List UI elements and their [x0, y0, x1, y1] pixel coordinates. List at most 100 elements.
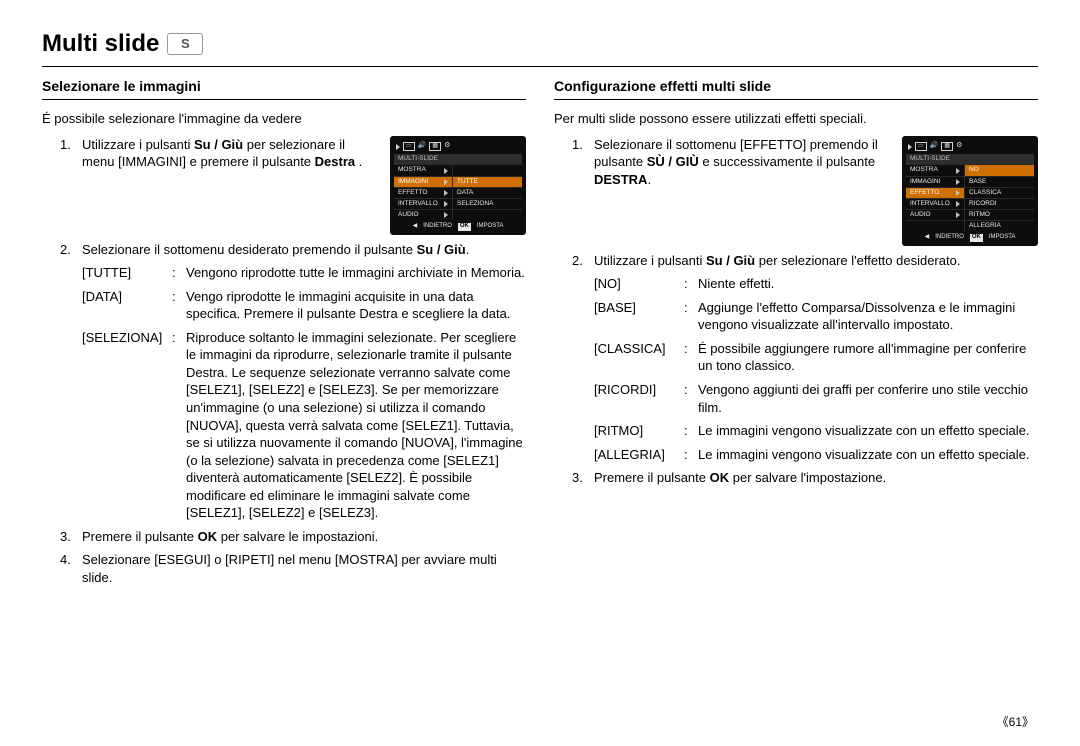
- lcd-menu-value: SELEZIONA: [452, 198, 522, 209]
- lcd-row: MOSTRANO: [906, 164, 1034, 175]
- page-title-text: Multi slide: [42, 28, 159, 60]
- lcd-menu-value: RITMO: [964, 209, 1034, 220]
- right-step3: Premere il pulsante OK per salvare l'imp…: [594, 469, 1038, 487]
- definition-key: [SELEZIONA]: [82, 329, 168, 522]
- lcd-icons: ▭ 🔊 ▦ ⚙: [394, 140, 522, 155]
- definition-row: [DATA]:Vengo riprodotte le immagini acqu…: [82, 288, 526, 323]
- left-step4: Selezionare [ESEGUI] o [RIPETI] nel menu…: [82, 551, 526, 586]
- play-icon: [396, 144, 400, 150]
- right-column: Configurazione effetti multi slide Per m…: [554, 77, 1038, 592]
- lcd-section: MULTI-SLIDE: [906, 154, 1034, 164]
- definition-value: É possibile aggiungere rumore all'immagi…: [698, 340, 1038, 375]
- left-column: Selezionare le immagini É possibile sele…: [42, 77, 526, 592]
- definition-key: [CLASSICA]: [594, 340, 680, 375]
- definition-value: Vengono aggiunti dei graffi per conferir…: [698, 381, 1038, 416]
- sound-icon: 🔊: [930, 142, 939, 151]
- lcd-row: IMMAGINIBASE: [906, 176, 1034, 187]
- grid-icon: ▦: [941, 142, 953, 152]
- list-number: 1.: [60, 136, 71, 154]
- lcd-section: MULTI-SLIDE: [394, 154, 522, 164]
- definition-row: [ALLEGRIA]:Le immagini vengono visualizz…: [594, 446, 1038, 464]
- page-number: 《61》: [997, 714, 1034, 730]
- list-number: 2.: [572, 252, 583, 270]
- definition-key: [DATA]: [82, 288, 168, 323]
- definition-value: Le immagini vengono visualizzate con un …: [698, 446, 1038, 464]
- definition-key: [RICORDI]: [594, 381, 680, 416]
- definition-value: Vengo riprodotte le immagini acquisite i…: [186, 288, 526, 323]
- lcd-menu-label: INTERVALLO: [906, 198, 964, 209]
- definition-sep: :: [684, 446, 694, 464]
- definition-key: [BASE]: [594, 299, 680, 334]
- definition-sep: :: [172, 264, 182, 282]
- definition-row: [BASE]:Aggiunge l'effetto Comparsa/Disso…: [594, 299, 1038, 334]
- lcd-menu-label: AUDIO: [394, 209, 452, 220]
- list-number: 3.: [60, 528, 71, 546]
- lcd-menu-value: ALLEGRIA: [964, 220, 1034, 231]
- definition-key: [RITMO]: [594, 422, 680, 440]
- lcd-row: EFFETTODATA: [394, 187, 522, 198]
- lcd-menu-value: [452, 164, 522, 175]
- definition-value: Vengono riprodotte tutte le immagini arc…: [186, 264, 526, 282]
- left-heading: Selezionare le immagini: [42, 77, 526, 100]
- definition-sep: :: [172, 329, 182, 522]
- list-number: 2.: [60, 241, 71, 259]
- lcd-menu-label: IMMAGINI: [906, 176, 964, 187]
- gear-icon: ⚙: [444, 142, 450, 151]
- camera-lcd-left: ▭ 🔊 ▦ ⚙ MULTI-SLIDE MOSTRAIMMAGINITUTTEE…: [390, 136, 526, 235]
- definition-key: [NO]: [594, 275, 680, 293]
- definition-sep: :: [684, 275, 694, 293]
- definition-sep: :: [684, 381, 694, 416]
- lcd-row: EFFETTOCLASSICA: [906, 187, 1034, 198]
- lcd-row: AUDIORITMO: [906, 209, 1034, 220]
- lcd-menu-label: EFFETTO: [906, 187, 964, 198]
- lcd-menu-value: BASE: [964, 176, 1034, 187]
- definition-row: [RICORDI]:Vengono aggiunti dei graffi pe…: [594, 381, 1038, 416]
- definition-sep: :: [684, 299, 694, 334]
- left-step1: Utilizzare i pulsanti Su / Giù per selez…: [82, 136, 380, 171]
- left-intro: É possibile selezionare l'immagine da ve…: [42, 110, 526, 128]
- lcd-menu-label: [906, 220, 964, 231]
- list-number: 1.: [572, 136, 583, 154]
- sound-icon: 🔊: [418, 142, 427, 151]
- lcd-menu-value: RICORDI: [964, 198, 1034, 209]
- lcd-menu-label: AUDIO: [906, 209, 964, 220]
- play-icon: [908, 144, 912, 150]
- lcd-menu-value: NO: [964, 164, 1034, 175]
- lcd-footer: ◀INDIETRO OKIMPOSTA: [394, 223, 522, 231]
- title-badge: S: [167, 33, 203, 55]
- lcd-row: IMMAGINITUTTE: [394, 176, 522, 187]
- lcd-menu-value: [452, 209, 522, 220]
- lcd-icons: ▭ 🔊 ▦ ⚙: [906, 140, 1034, 155]
- definition-row: [RITMO]:Le immagini vengono visualizzate…: [594, 422, 1038, 440]
- lcd-row: AUDIO: [394, 209, 522, 220]
- camera-lcd-right: ▭ 🔊 ▦ ⚙ MULTI-SLIDE MOSTRANOIMMAGINIBASE…: [902, 136, 1038, 246]
- definition-row: [CLASSICA]:É possibile aggiungere rumore…: [594, 340, 1038, 375]
- grid-icon: ▦: [429, 142, 441, 152]
- right-heading: Configurazione effetti multi slide: [554, 77, 1038, 100]
- list-number: 4.: [60, 551, 71, 569]
- definition-row: [NO]:Niente effetti.: [594, 275, 1038, 293]
- right-intro: Per multi slide possono essere utilizzat…: [554, 110, 1038, 128]
- lcd-menu-label: MOSTRA: [906, 164, 964, 175]
- lcd-menu-label: EFFETTO: [394, 187, 452, 198]
- gear-icon: ⚙: [956, 142, 962, 151]
- definition-value: Le immagini vengono visualizzate con un …: [698, 422, 1038, 440]
- definition-key: [ALLEGRIA]: [594, 446, 680, 464]
- lcd-menu-value: DATA: [452, 187, 522, 198]
- definition-sep: :: [172, 288, 182, 323]
- definition-row: [TUTTE]:Vengono riprodotte tutte le imma…: [82, 264, 526, 282]
- lcd-menu-label: INTERVALLO: [394, 198, 452, 209]
- lcd-menu-value: CLASSICA: [964, 187, 1034, 198]
- definition-value: Aggiunge l'effetto Comparsa/Dissolvenza …: [698, 299, 1038, 334]
- lcd-row: INTERVALLORICORDI: [906, 198, 1034, 209]
- definition-value: Riproduce soltanto le immagini seleziona…: [186, 329, 526, 522]
- right-definitions: [NO]:Niente effetti.[BASE]:Aggiunge l'ef…: [594, 275, 1038, 463]
- definition-key: [TUTTE]: [82, 264, 168, 282]
- definition-row: [SELEZIONA]:Riproduce soltanto le immagi…: [82, 329, 526, 522]
- film-icon: ▭: [915, 142, 927, 152]
- left-step2: Selezionare il sottomenu desiderato prem…: [82, 241, 526, 259]
- left-step3: Premere il pulsante OK per salvare le im…: [82, 528, 526, 546]
- lcd-row: MOSTRA: [394, 164, 522, 175]
- lcd-row: INTERVALLOSELEZIONA: [394, 198, 522, 209]
- lcd-menu-label: MOSTRA: [394, 164, 452, 175]
